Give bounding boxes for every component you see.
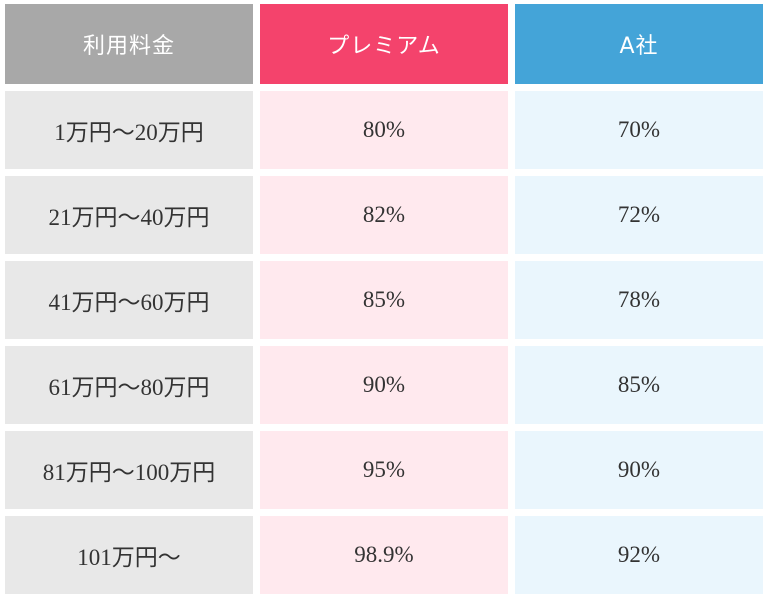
company-a-rate-cell: 90% <box>515 431 763 509</box>
fee-range-cell: 21万円〜40万円 <box>5 176 253 254</box>
premium-rate-cell: 95% <box>260 431 508 509</box>
company-a-rate-cell: 85% <box>515 346 763 424</box>
company-a-rate-cell: 78% <box>515 261 763 339</box>
premium-rate-cell: 90% <box>260 346 508 424</box>
fee-range-cell: 1万円〜20万円 <box>5 91 253 169</box>
premium-rate-cell: 80% <box>260 91 508 169</box>
premium-rate-cell: 82% <box>260 176 508 254</box>
header-premium: プレミアム <box>260 4 508 84</box>
fee-range-cell: 101万円〜 <box>5 516 253 594</box>
fee-range-cell: 41万円〜60万円 <box>5 261 253 339</box>
company-a-rate-cell: 72% <box>515 176 763 254</box>
premium-rate-cell: 98.9% <box>260 516 508 594</box>
company-a-rate-cell: 70% <box>515 91 763 169</box>
premium-rate-cell: 85% <box>260 261 508 339</box>
fee-range-cell: 81万円〜100万円 <box>5 431 253 509</box>
header-fee: 利用料金 <box>5 4 253 84</box>
fee-range-cell: 61万円〜80万円 <box>5 346 253 424</box>
header-company-a: A社 <box>515 4 763 84</box>
company-a-rate-cell: 92% <box>515 516 763 594</box>
